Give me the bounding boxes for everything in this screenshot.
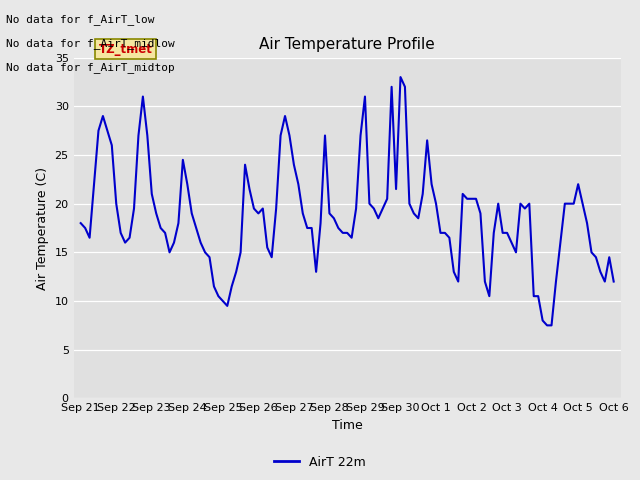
Text: No data for f_AirT_midlow: No data for f_AirT_midlow — [6, 38, 175, 49]
X-axis label: Time: Time — [332, 419, 363, 432]
Y-axis label: Air Temperature (C): Air Temperature (C) — [36, 167, 49, 289]
Legend: AirT 22m: AirT 22m — [269, 451, 371, 474]
Text: No data for f_AirT_low: No data for f_AirT_low — [6, 14, 155, 25]
Text: No data for f_AirT_midtop: No data for f_AirT_midtop — [6, 62, 175, 73]
Text: TZ_tmet: TZ_tmet — [99, 43, 152, 56]
Title: Air Temperature Profile: Air Temperature Profile — [259, 37, 435, 52]
